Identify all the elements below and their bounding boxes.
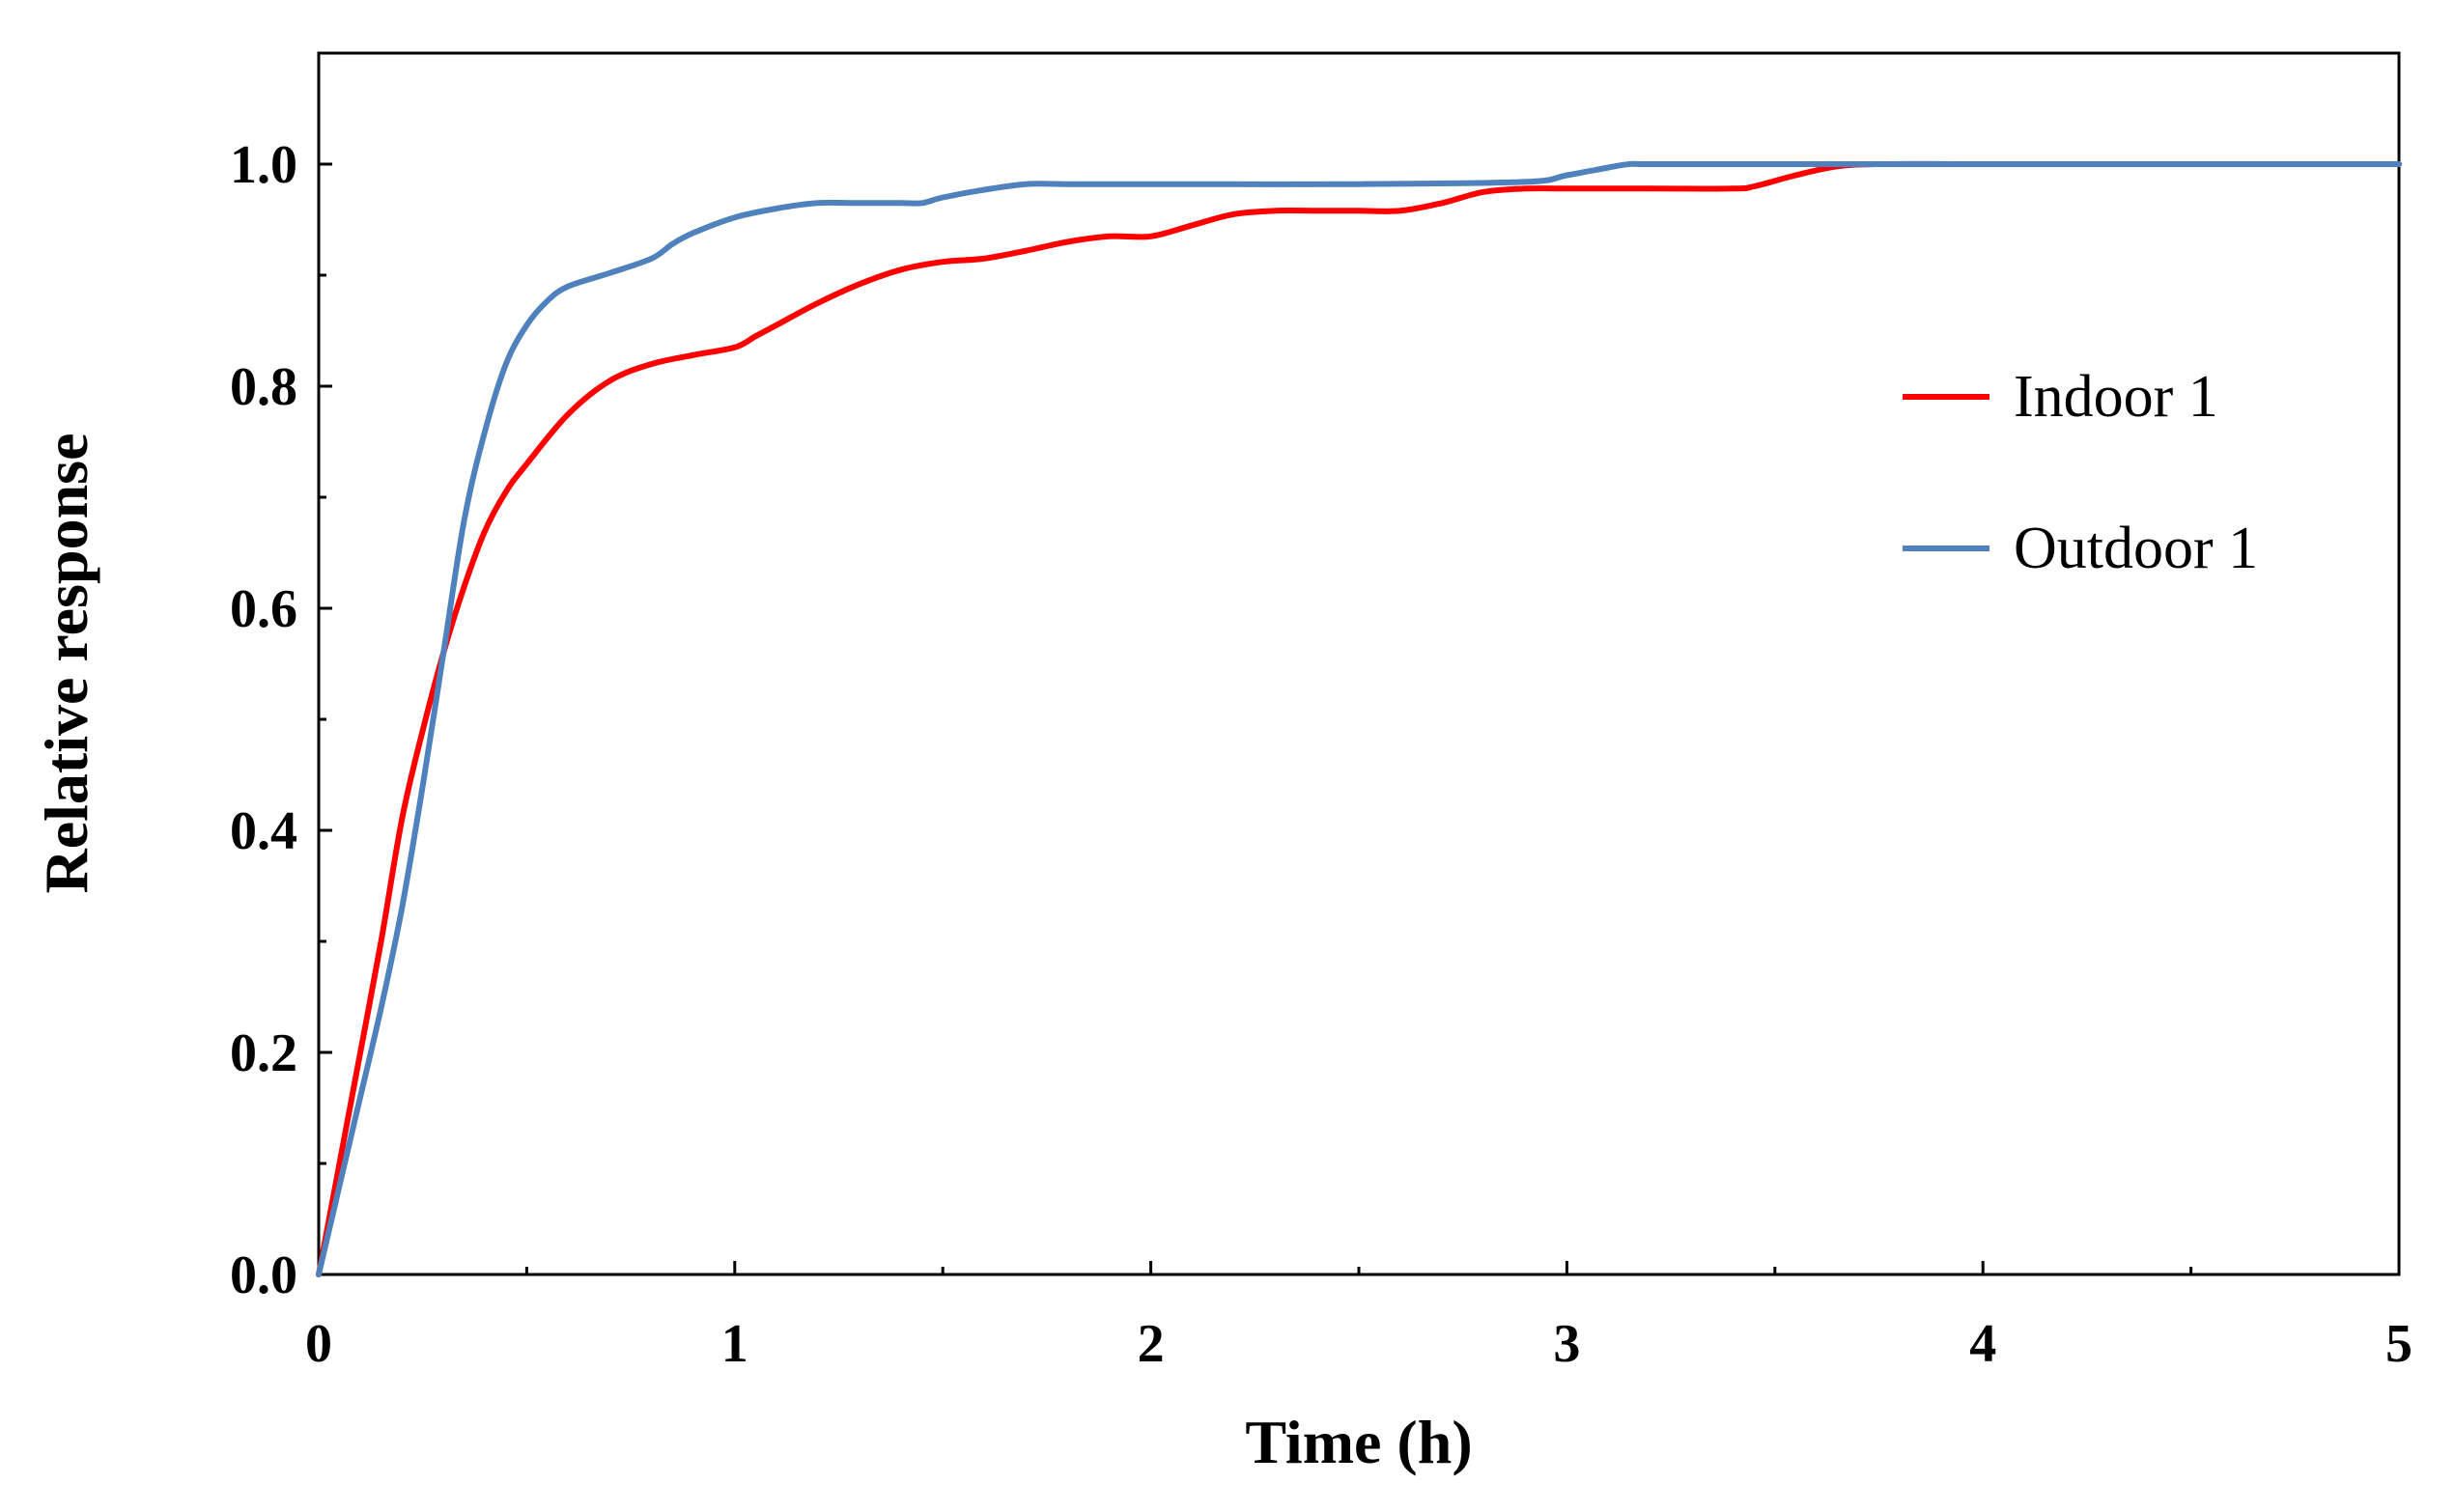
plot-area-frame xyxy=(317,51,2401,1276)
x-tick-label: 3 xyxy=(1553,1314,1580,1374)
y-axis: 0.0 0.2 0.4 0.6 0.8 1.0 xyxy=(230,51,332,1305)
legend-label-indoor-1: Indoor 1 xyxy=(2014,364,2218,430)
x-tick-label: 0 xyxy=(305,1314,332,1374)
y-tick-label: 1.0 xyxy=(230,135,297,195)
x-tick-label: 5 xyxy=(2385,1314,2413,1374)
legend-label-outdoor-1: Outdoor 1 xyxy=(2014,516,2258,581)
series-lines xyxy=(316,160,2402,1277)
y-axis-title: Relative response xyxy=(32,434,100,894)
legend: Indoor 1 Outdoor 1 xyxy=(1903,364,2258,581)
y-tick-label: 0.2 xyxy=(230,1023,297,1083)
x-axis-title: Time (h) xyxy=(1245,1408,1472,1476)
y-tick-label: 0.4 xyxy=(230,801,297,861)
y-tick-label: 0.8 xyxy=(230,357,297,417)
x-tick-label: 2 xyxy=(1138,1314,1165,1374)
x-axis: 0 1 2 3 4 5 xyxy=(305,1261,2413,1374)
series-line-indoor-1 xyxy=(316,160,2402,1277)
y-tick-label: 0.6 xyxy=(230,579,297,639)
y-tick-label: 0.0 xyxy=(230,1246,297,1305)
series-line-outdoor-1 xyxy=(316,160,2402,1277)
x-tick-label: 4 xyxy=(1969,1314,1996,1374)
x-tick-label: 1 xyxy=(721,1314,748,1374)
